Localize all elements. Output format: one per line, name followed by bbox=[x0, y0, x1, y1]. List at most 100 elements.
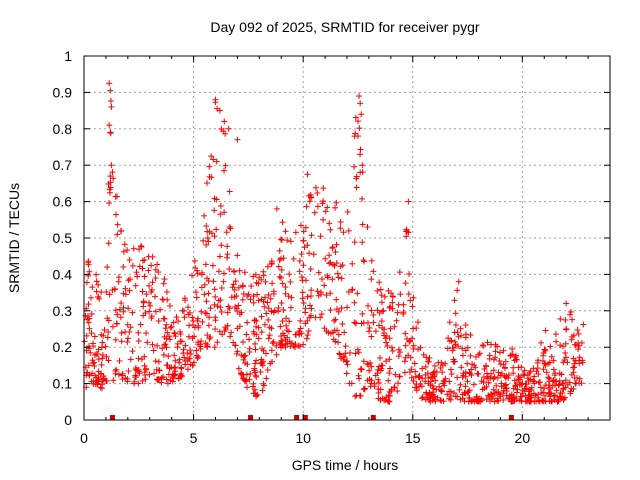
data-point bbox=[292, 229, 299, 236]
data-point bbox=[366, 367, 373, 374]
data-point bbox=[205, 290, 212, 297]
data-point bbox=[255, 335, 262, 342]
data-point bbox=[297, 325, 304, 332]
data-point bbox=[409, 303, 416, 310]
data-point bbox=[103, 377, 110, 384]
data-point bbox=[357, 169, 364, 176]
data-point bbox=[419, 375, 426, 382]
data-point bbox=[371, 380, 378, 387]
data-point bbox=[132, 365, 139, 372]
data-point bbox=[500, 347, 507, 354]
data-point bbox=[327, 259, 334, 266]
data-point bbox=[171, 352, 178, 359]
y-tick-label: 0.2 bbox=[53, 339, 73, 355]
data-point bbox=[148, 314, 155, 321]
data-point bbox=[509, 345, 516, 352]
data-point bbox=[184, 366, 191, 373]
data-point bbox=[374, 287, 381, 294]
data-point bbox=[195, 322, 202, 329]
data-point bbox=[226, 265, 233, 272]
data-point bbox=[265, 305, 272, 312]
data-point bbox=[137, 321, 144, 328]
data-point bbox=[500, 361, 507, 368]
data-point bbox=[154, 261, 161, 268]
data-point bbox=[464, 378, 471, 385]
data-point bbox=[306, 302, 313, 309]
data-point bbox=[550, 366, 557, 373]
data-point bbox=[389, 305, 396, 312]
data-point bbox=[481, 366, 488, 373]
data-point bbox=[127, 356, 134, 363]
data-point bbox=[266, 332, 273, 339]
data-point bbox=[102, 343, 109, 350]
data-point bbox=[327, 307, 334, 314]
data-point bbox=[117, 314, 124, 321]
data-point bbox=[520, 371, 527, 378]
data-point bbox=[214, 339, 221, 346]
data-point bbox=[306, 250, 313, 257]
data-point bbox=[410, 325, 417, 332]
data-point bbox=[244, 319, 251, 326]
data-point bbox=[315, 269, 322, 276]
data-point bbox=[189, 335, 196, 342]
data-point bbox=[517, 393, 524, 400]
data-point bbox=[384, 342, 391, 349]
data-point bbox=[161, 315, 168, 322]
data-point bbox=[452, 322, 459, 329]
data-point bbox=[203, 241, 210, 248]
data-point bbox=[277, 255, 284, 262]
data-point bbox=[149, 341, 156, 348]
data-point bbox=[326, 260, 333, 267]
data-point bbox=[511, 377, 518, 384]
data-point bbox=[168, 323, 175, 330]
data-point bbox=[258, 329, 265, 336]
data-point bbox=[395, 346, 402, 353]
data-point bbox=[451, 329, 458, 336]
data-point bbox=[163, 321, 170, 328]
data-point bbox=[500, 396, 507, 403]
data-point bbox=[260, 298, 267, 305]
data-point bbox=[545, 389, 552, 396]
data-point bbox=[333, 260, 340, 267]
data-point bbox=[181, 354, 188, 361]
data-point bbox=[217, 304, 224, 311]
data-point bbox=[566, 379, 573, 386]
data-point bbox=[307, 292, 314, 299]
data-point bbox=[320, 198, 327, 205]
data-point bbox=[279, 342, 286, 349]
data-point bbox=[368, 333, 375, 340]
data-point bbox=[531, 378, 538, 385]
data-point bbox=[185, 304, 192, 311]
data-point bbox=[106, 122, 113, 129]
data-point bbox=[203, 222, 210, 229]
data-point bbox=[378, 299, 385, 306]
data-point bbox=[163, 376, 170, 383]
data-point bbox=[408, 366, 415, 373]
data-point bbox=[238, 370, 245, 377]
data-point bbox=[490, 367, 497, 374]
data-point bbox=[242, 360, 249, 367]
data-point bbox=[297, 317, 304, 324]
data-point bbox=[368, 307, 375, 314]
data-point bbox=[336, 351, 343, 358]
data-point bbox=[158, 379, 165, 386]
data-point bbox=[386, 304, 393, 311]
data-point bbox=[104, 315, 111, 322]
data-point bbox=[402, 342, 409, 349]
data-point bbox=[298, 274, 305, 281]
data-point bbox=[514, 386, 521, 393]
data-point bbox=[222, 324, 229, 331]
data-point bbox=[178, 372, 185, 379]
data-point bbox=[221, 167, 228, 174]
data-point bbox=[318, 289, 325, 296]
data-point bbox=[389, 299, 396, 306]
data-point bbox=[159, 345, 166, 352]
data-point bbox=[386, 370, 393, 377]
data-point bbox=[111, 286, 118, 293]
data-point bbox=[276, 273, 283, 280]
data-point bbox=[576, 375, 583, 382]
data-point bbox=[250, 273, 257, 280]
data-point bbox=[187, 351, 194, 358]
data-point bbox=[459, 395, 466, 402]
data-point bbox=[267, 295, 274, 302]
